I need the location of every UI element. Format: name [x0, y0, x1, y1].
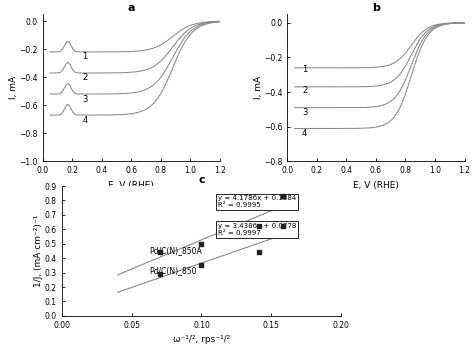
Text: 1: 1: [302, 65, 307, 74]
Y-axis label: 1/J, (mA·cm⁻²)⁻¹: 1/J, (mA·cm⁻²)⁻¹: [34, 215, 43, 287]
Text: 3: 3: [302, 108, 308, 117]
Text: 4: 4: [302, 129, 307, 138]
Text: y = 4.1786x + 0.1384
R² = 0.9995: y = 4.1786x + 0.1384 R² = 0.9995: [218, 196, 296, 208]
Y-axis label: I, mA: I, mA: [9, 76, 18, 99]
Text: 4: 4: [82, 116, 88, 125]
Title: c: c: [198, 175, 205, 185]
Point: [279, 193, 286, 199]
X-axis label: ω⁻¹/², rps⁻¹/²: ω⁻¹/², rps⁻¹/²: [173, 335, 230, 344]
Text: Pd/C(N)_850: Pd/C(N)_850: [150, 266, 197, 275]
Point: [157, 250, 164, 255]
Text: y = 3.4386x + 0.0778
R² = 0.9997: y = 3.4386x + 0.0778 R² = 0.9997: [218, 223, 297, 236]
Point: [198, 241, 205, 246]
Text: 1: 1: [82, 52, 88, 61]
Title: a: a: [128, 3, 135, 13]
Point: [279, 224, 286, 229]
Point: [255, 224, 263, 229]
Title: b: b: [372, 3, 380, 13]
Text: 2: 2: [302, 86, 307, 95]
X-axis label: E, V (RHE): E, V (RHE): [109, 181, 154, 190]
Point: [198, 263, 205, 268]
Text: Pd/C(N)_850A: Pd/C(N)_850A: [150, 246, 202, 255]
Y-axis label: I, mA: I, mA: [254, 76, 263, 99]
Point: [157, 271, 164, 277]
X-axis label: E, V (RHE): E, V (RHE): [353, 181, 399, 190]
Text: 3: 3: [82, 95, 88, 104]
Point: [255, 250, 263, 255]
Text: 2: 2: [82, 73, 88, 82]
